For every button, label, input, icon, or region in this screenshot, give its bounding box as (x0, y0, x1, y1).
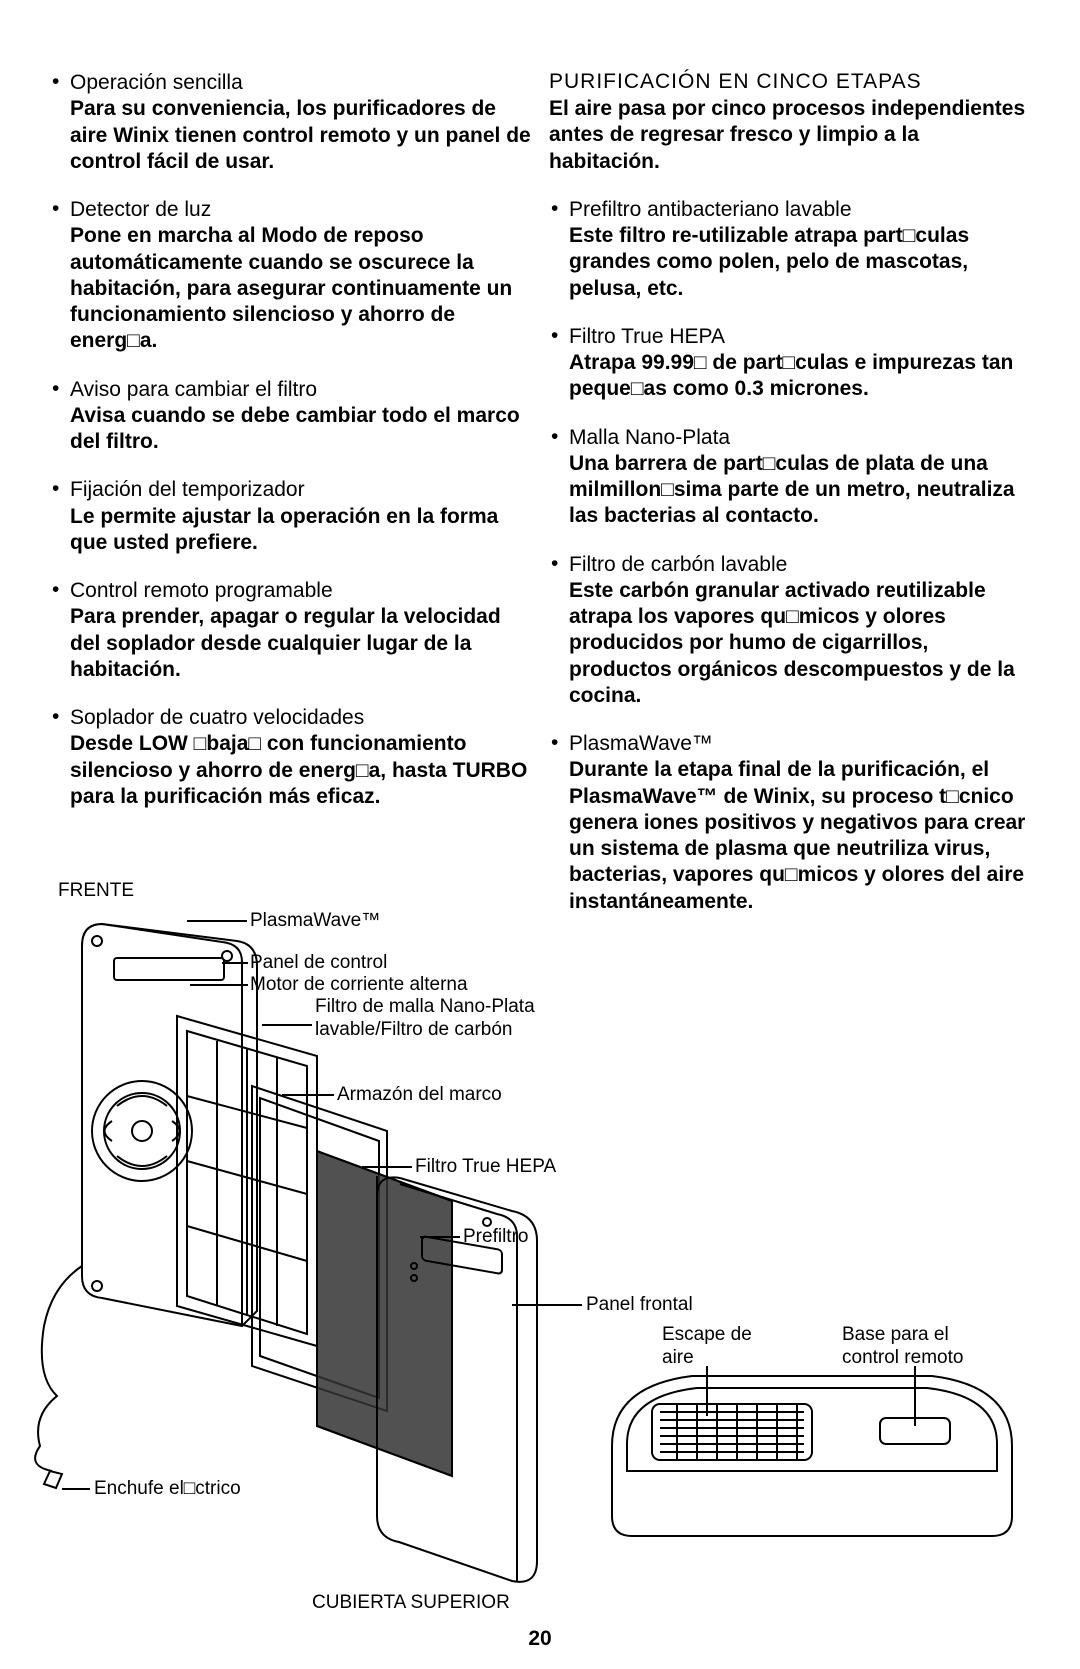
label-armazon: Armazón del marco (337, 1084, 502, 1107)
exploded-diagram: FRENTE (22, 876, 1062, 1636)
feature-title: Fijación del temporizador (70, 477, 531, 503)
feature-desc: Una barrera de part□culas de plata de un… (569, 451, 1030, 530)
feature-item: Soplador de cuatro velocidades Desde LOW… (50, 705, 531, 810)
feature-item: Control remoto programable Para prender,… (50, 578, 531, 683)
feature-title: Filtro de carbón lavable (569, 552, 1030, 578)
feature-title: Malla Nano-Plata (569, 425, 1030, 451)
feature-desc: Para prender, apagar o regular la veloci… (70, 604, 531, 683)
label-base-remoto: Base para el control remoto (842, 1324, 1002, 1370)
feature-desc: Avisa cuando se debe cambiar todo el mar… (70, 403, 531, 456)
feature-title: Prefiltro antibacteriano lavable (569, 197, 1030, 223)
feature-title: Control remoto programable (70, 578, 531, 604)
label-cubierta: CUBIERTA SUPERIOR (312, 1592, 510, 1615)
feature-item: Operación sencilla Para su conveniencia,… (50, 70, 531, 175)
label-enchufe: Enchufe el□ctrico (94, 1478, 241, 1501)
feature-desc: Le permite ajustar la operación en la fo… (70, 504, 531, 557)
feature-title: Filtro True HEPA (569, 324, 1030, 350)
feature-item: Aviso para cambiar el filtro Avisa cuand… (50, 377, 531, 456)
feature-title: Aviso para cambiar el filtro (70, 377, 531, 403)
feature-desc: Desde LOW □baja□ con funcionamiento sile… (70, 731, 531, 810)
label-escape: Escape de aire (662, 1324, 772, 1370)
label-prefiltro: Prefiltro (463, 1226, 528, 1249)
label-motor: Motor de corriente alterna (250, 974, 468, 997)
feature-item: Filtro True HEPA Atrapa 99.99□ de part□c… (549, 324, 1030, 403)
section-sub: El aire pasa por cinco procesos independ… (549, 96, 1030, 175)
feature-title: Soplador de cuatro velocidades (70, 705, 531, 731)
feature-item: Malla Nano-Plata Una barrera de part□cul… (549, 425, 1030, 530)
page-number: 20 (0, 1627, 1080, 1651)
label-panel-frontal: Panel frontal (586, 1294, 693, 1317)
label-frente: FRENTE (58, 880, 134, 903)
feature-item: Detector de luz Pone en marcha al Modo d… (50, 197, 531, 355)
right-column: PURIFICACIÓN EN CINCO ETAPAS El aire pas… (549, 70, 1030, 937)
feature-item: Fijación del temporizador Le permite aju… (50, 477, 531, 556)
feature-desc: Atrapa 99.99□ de part□culas e impurezas … (569, 350, 1030, 403)
label-plasmawave: PlasmaWave™ (250, 910, 380, 933)
label-filtro-malla: Filtro de malla Nano-Plata lavable/Filtr… (315, 996, 595, 1042)
feature-item: Filtro de carbón lavable Este carbón gra… (549, 552, 1030, 710)
feature-item: Prefiltro antibacteriano lavable Este fi… (549, 197, 1030, 302)
feature-desc: Este filtro re-utilizable atrapa part□cu… (569, 223, 1030, 302)
feature-title: PlasmaWave™ (569, 731, 1030, 757)
feature-title: Operación sencilla (70, 70, 531, 96)
feature-title: Detector de luz (70, 197, 531, 223)
label-panel-control: Panel de control (250, 952, 387, 975)
label-hepa: Filtro True HEPA (415, 1156, 556, 1179)
left-column: Operación sencilla Para su conveniencia,… (50, 70, 531, 937)
section-heading: PURIFICACIÓN EN CINCO ETAPAS (549, 70, 1030, 94)
feature-desc: Este carbón granular activado reutilizab… (569, 578, 1030, 709)
feature-desc: Pone en marcha al Modo de reposo automát… (70, 223, 531, 354)
feature-desc: Para su conveniencia, los purificadores … (70, 96, 531, 175)
